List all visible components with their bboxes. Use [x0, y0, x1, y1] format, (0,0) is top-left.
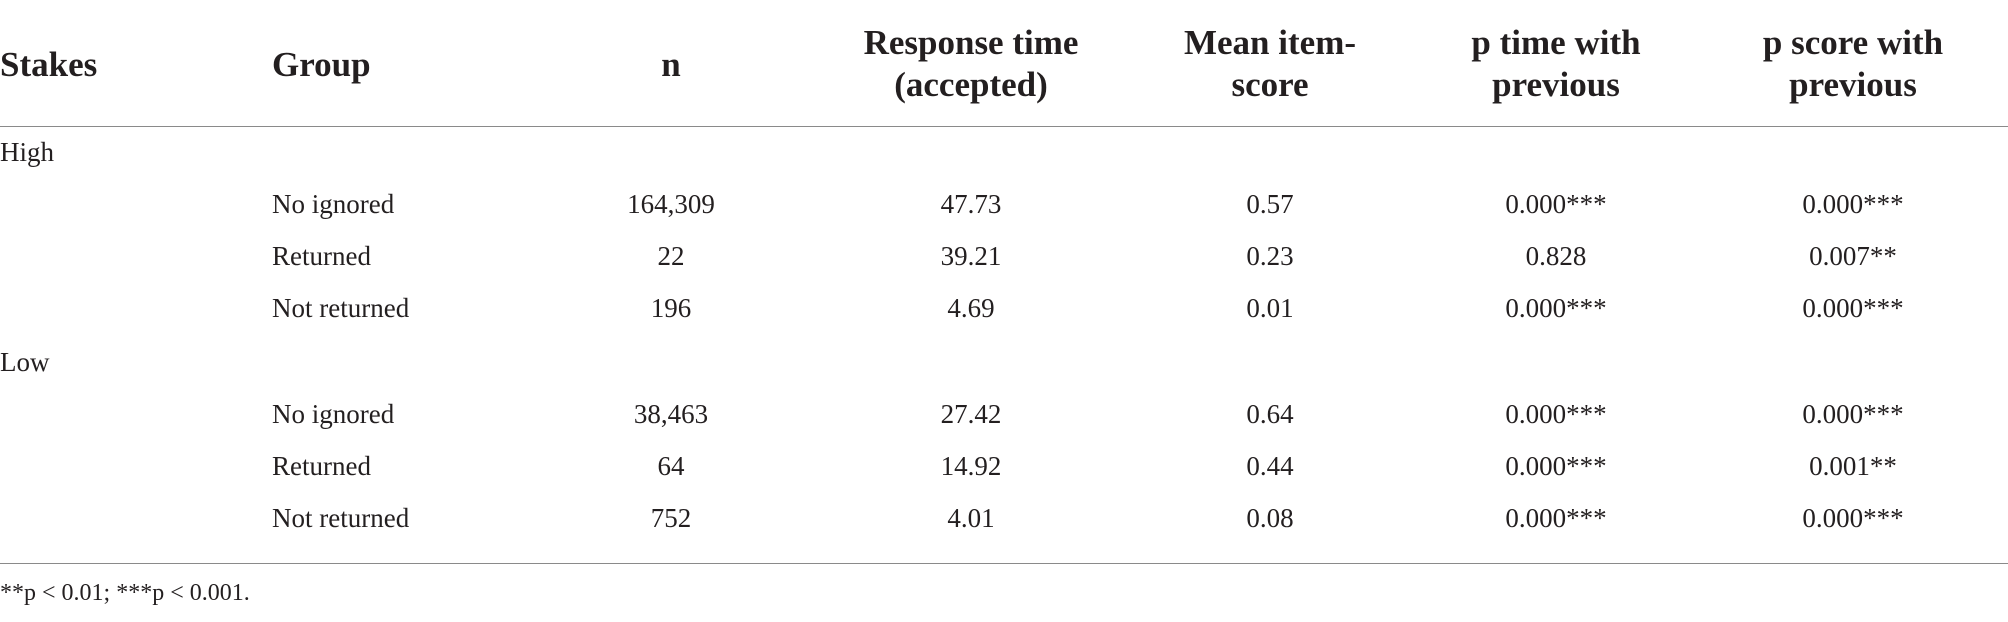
cell-p-time: 0.828	[1525, 241, 1587, 271]
header-stakes: Stakes	[0, 45, 98, 84]
cell-group: Not returned	[272, 503, 410, 533]
cell-p-time: 0.000***	[1505, 503, 1607, 533]
results-table: Stakes Group n Response time (accepted) …	[0, 0, 2008, 533]
header-mean-item-score: Mean item- score	[1183, 23, 1357, 104]
cell-n: 38,463	[633, 399, 709, 429]
cell-p-time: 0.000***	[1505, 189, 1607, 219]
table-row: Returned 64 14.92 0.44 0.000*** 0.001**	[0, 440, 2008, 492]
table-footnote: **p < 0.01; ***p < 0.001.	[0, 580, 250, 606]
cell-response-time: 39.21	[940, 241, 1002, 271]
cell-response-time: 14.92	[940, 451, 1002, 481]
cell-p-score: 0.001**	[1809, 451, 1897, 481]
cell-response-time: 4.69	[947, 293, 995, 323]
cell-p-time: 0.000***	[1505, 451, 1607, 481]
table-row: No ignored 164,309 47.73 0.57 0.000*** 0…	[0, 178, 2008, 230]
cell-n: 64	[657, 451, 685, 481]
cell-p-score: 0.000***	[1802, 293, 1904, 323]
cell-mean-score: 0.01	[1246, 293, 1294, 323]
cell-p-time: 0.000***	[1505, 293, 1607, 323]
cell-group: Not returned	[272, 293, 410, 323]
header-p-score: p score with previous	[1762, 23, 1944, 104]
cell-mean-score: 0.23	[1246, 241, 1294, 271]
cell-response-time: 47.73	[940, 189, 1002, 219]
cell-group: Returned	[272, 451, 371, 481]
cell-group: No ignored	[272, 399, 395, 429]
cell-p-score: 0.007**	[1809, 241, 1897, 271]
cell-group: Returned	[272, 241, 371, 271]
cell-p-score: 0.000***	[1802, 503, 1904, 533]
header-p-time: p time with previous	[1471, 23, 1641, 104]
header-response-time: Response time (accepted)	[863, 23, 1079, 104]
table-row: Not returned 196 4.69 0.01 0.000*** 0.00…	[0, 282, 2008, 334]
table-bottom-rule	[0, 563, 2008, 564]
cell-p-score: 0.000***	[1802, 189, 1904, 219]
cell-n: 752	[650, 503, 692, 533]
cell-n: 196	[650, 293, 692, 323]
header-group: Group	[272, 45, 371, 84]
cell-response-time: 4.01	[947, 503, 995, 533]
table-row: Not returned 752 4.01 0.08 0.000*** 0.00…	[0, 492, 2008, 544]
section-label-high: High	[0, 137, 54, 167]
section-label-low: Low	[0, 347, 50, 377]
cell-group: No ignored	[272, 189, 395, 219]
cell-p-time: 0.000***	[1505, 399, 1607, 429]
cell-mean-score: 0.08	[1246, 503, 1294, 533]
table-header: Stakes Group n Response time (accepted) …	[0, 0, 2008, 127]
cell-n: 164,309	[627, 189, 715, 219]
table-row: Returned 22 39.21 0.23 0.828 0.007**	[0, 230, 2008, 282]
cell-response-time: 27.42	[940, 399, 1002, 429]
cell-mean-score: 0.64	[1246, 399, 1294, 429]
cell-mean-score: 0.57	[1246, 189, 1294, 219]
cell-n: 22	[657, 241, 685, 271]
table-row: No ignored 38,463 27.42 0.64 0.000*** 0.…	[0, 388, 2008, 440]
cell-p-score: 0.000***	[1802, 399, 1904, 429]
header-n: n	[661, 45, 681, 84]
cell-mean-score: 0.44	[1246, 451, 1294, 481]
